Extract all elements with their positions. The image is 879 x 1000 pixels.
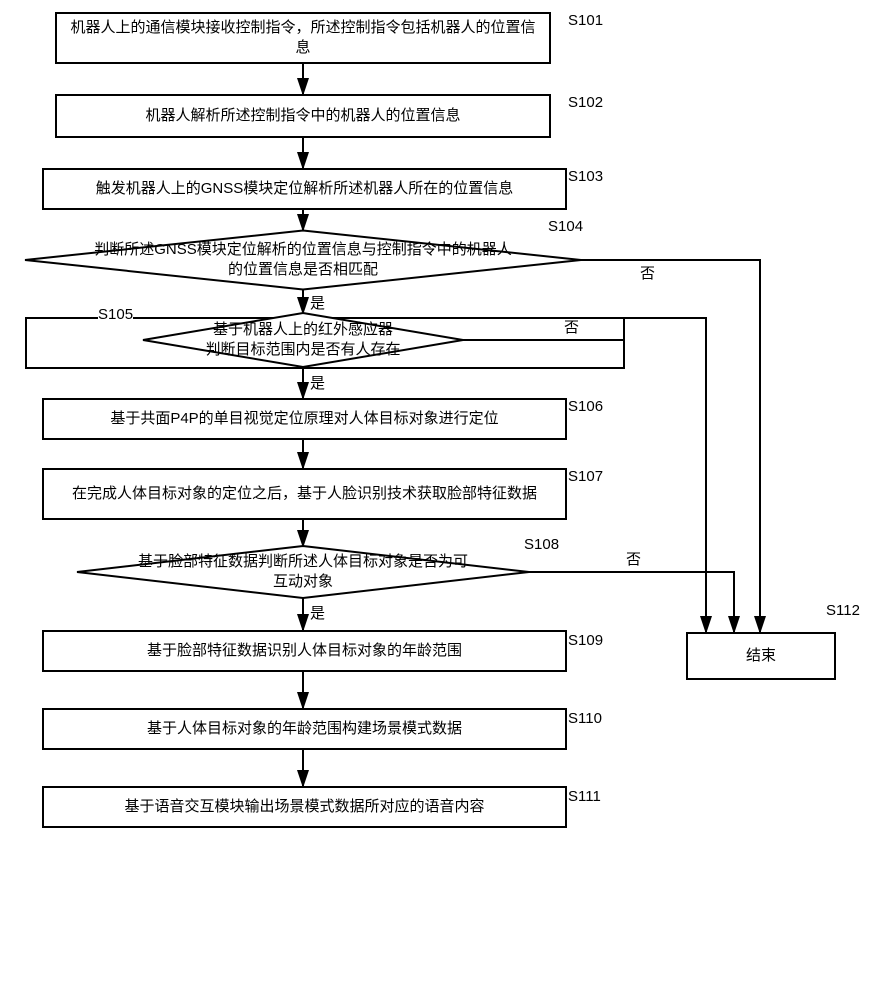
step-label-s102: S102: [568, 94, 603, 111]
edge-label-no: 否: [564, 316, 579, 337]
step-label-s106: S106: [568, 398, 603, 415]
step-text: 基于人体目标对象的年龄范围构建场景模式数据: [147, 719, 462, 739]
step-text: 基于脸部特征数据识别人体目标对象的年龄范围: [147, 641, 462, 661]
decision-s104: 判断所述GNSS模块定位解析的位置信息与控制指令中的机器人的位置信息是否相匹配: [92, 235, 515, 286]
step-s106: 基于共面P4P的单目视觉定位原理对人体目标对象进行定位: [42, 398, 567, 440]
step-text: 结束: [746, 646, 776, 666]
decision-text: 基于机器人上的红外感应器判断目标范围内是否有人存在: [205, 320, 400, 361]
step-s107: 在完成人体目标对象的定位之后，基于人脸识别技术获取脸部特征数据: [42, 468, 567, 520]
step-s101: 机器人上的通信模块接收控制指令，所述控制指令包括机器人的位置信息: [55, 12, 551, 64]
edge-label-no: 否: [640, 262, 655, 283]
edge-label-yes: 是: [310, 292, 325, 313]
decision-text: 基于脸部特征数据判断所述人体目标对象是否为可互动对象: [131, 552, 475, 593]
step-s111: 基于语音交互模块输出场景模式数据所对应的语音内容: [42, 786, 567, 828]
step-label-s105: S105: [98, 306, 133, 323]
step-label-s111: S111: [568, 788, 601, 805]
step-text: 基于语音交互模块输出场景模式数据所对应的语音内容: [124, 797, 484, 817]
step-label-s110: S110: [568, 710, 602, 727]
step-label-s108: S108: [524, 536, 559, 553]
edge-label-no: 否: [626, 548, 641, 569]
step-s110: 基于人体目标对象的年龄范围构建场景模式数据: [42, 708, 567, 750]
decision-s105: 基于机器人上的红外感应器判断目标范围内是否有人存在: [181, 317, 424, 363]
step-s102: 机器人解析所述控制指令中的机器人的位置信息: [55, 94, 551, 138]
step-s112: 结束: [686, 632, 836, 680]
step-s103: 触发机器人上的GNSS模块定位解析所述机器人所在的位置信息: [42, 168, 567, 210]
step-label-s112: S112: [826, 602, 860, 619]
step-label-s107: S107: [568, 468, 603, 485]
edge-label-yes: 是: [310, 372, 325, 393]
decision-text: 判断所述GNSS模块定位解析的位置信息与控制指令中的机器人的位置信息是否相匹配: [92, 240, 515, 281]
step-label-s101: S101: [568, 12, 603, 29]
step-text: 机器人上的通信模块接收控制指令，所述控制指令包括机器人的位置信息: [65, 18, 541, 59]
step-s109: 基于脸部特征数据识别人体目标对象的年龄范围: [42, 630, 567, 672]
step-text: 基于共面P4P的单目视觉定位原理对人体目标对象进行定位: [110, 409, 498, 429]
step-text: 机器人解析所述控制指令中的机器人的位置信息: [145, 106, 460, 126]
step-text: 触发机器人上的GNSS模块定位解析所述机器人所在的位置信息: [96, 179, 514, 199]
step-label-s104: S104: [548, 218, 583, 235]
step-label-s103: S103: [568, 168, 603, 185]
edge-label-yes: 是: [310, 602, 325, 623]
step-label-s109: S109: [568, 632, 603, 649]
step-text: 在完成人体目标对象的定位之后，基于人脸识别技术获取脸部特征数据: [72, 484, 537, 504]
decision-s108: 基于脸部特征数据判断所述人体目标对象是否为可互动对象: [131, 550, 475, 594]
